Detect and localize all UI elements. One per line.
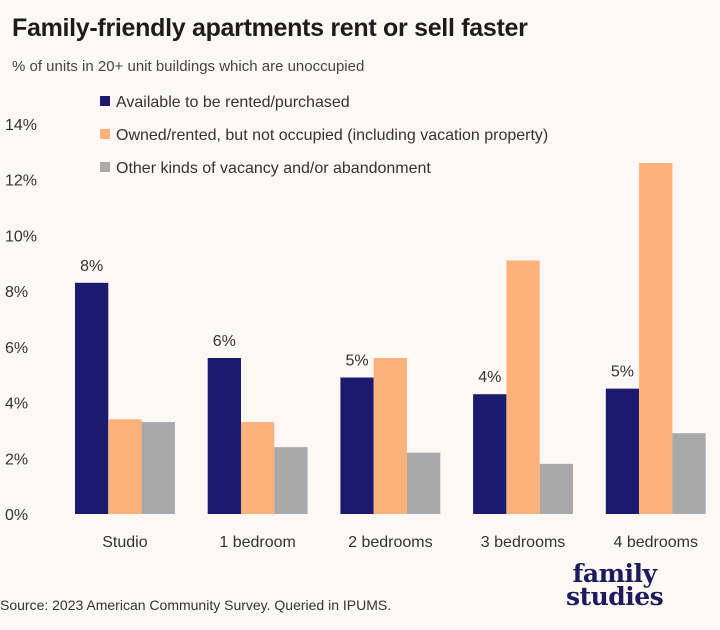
x-tick-label: 2 bedrooms (348, 534, 433, 551)
chart-title: Family-friendly apartments rent or sell … (12, 14, 528, 42)
y-tick-label: 12% (5, 173, 37, 190)
legend-swatch (100, 96, 110, 106)
bar-2 (274, 447, 308, 514)
logo-line2: studies (566, 582, 664, 611)
y-tick-label: 8% (5, 284, 28, 301)
bar-1 (241, 422, 275, 514)
y-tick-label: 0% (5, 507, 28, 524)
y-tick-label: 10% (5, 228, 37, 245)
bar-0 (75, 282, 109, 514)
y-tick-label: 2% (5, 451, 28, 468)
chart-subtitle: % of units in 20+ unit buildings which a… (12, 58, 365, 75)
y-tick-label: 6% (5, 340, 28, 357)
bar-0 (340, 377, 374, 514)
legend-swatch (100, 129, 110, 139)
x-tick-label: 3 bedrooms (481, 534, 566, 551)
data-label: 8% (80, 258, 103, 275)
bar-2 (141, 422, 175, 514)
x-tick-label: Studio (102, 534, 147, 551)
logo-line1: family (572, 559, 657, 588)
data-label: 5% (345, 353, 368, 370)
bar-1 (639, 163, 673, 514)
bar-1 (506, 260, 540, 514)
x-tick-label: 1 bedroom (219, 534, 296, 551)
bar-0 (207, 358, 241, 514)
legend-label: Owned/rented, but not occupied (includin… (116, 127, 548, 144)
x-tick-label: 4 bedrooms (614, 534, 699, 551)
data-label: 6% (213, 333, 236, 350)
bar-2 (672, 433, 706, 514)
bar-1 (373, 358, 407, 514)
legend-label: Available to be rented/purchased (116, 94, 350, 111)
bar-0 (473, 394, 507, 514)
data-label: 5% (611, 364, 634, 381)
bar-1 (108, 419, 142, 514)
y-tick-label: 4% (5, 396, 28, 413)
source-note: Source: 2023 American Community Survey. … (0, 597, 392, 613)
data-label: 4% (478, 369, 501, 386)
y-tick-label: 14% (5, 117, 37, 134)
bar-0 (605, 388, 640, 514)
legend-label: Other kinds of vacancy and/or abandonmen… (116, 160, 431, 177)
family-studies-logo: family studies (566, 559, 664, 611)
bar-2 (539, 463, 573, 514)
legend-swatch (100, 162, 110, 172)
bar-2 (407, 452, 441, 514)
